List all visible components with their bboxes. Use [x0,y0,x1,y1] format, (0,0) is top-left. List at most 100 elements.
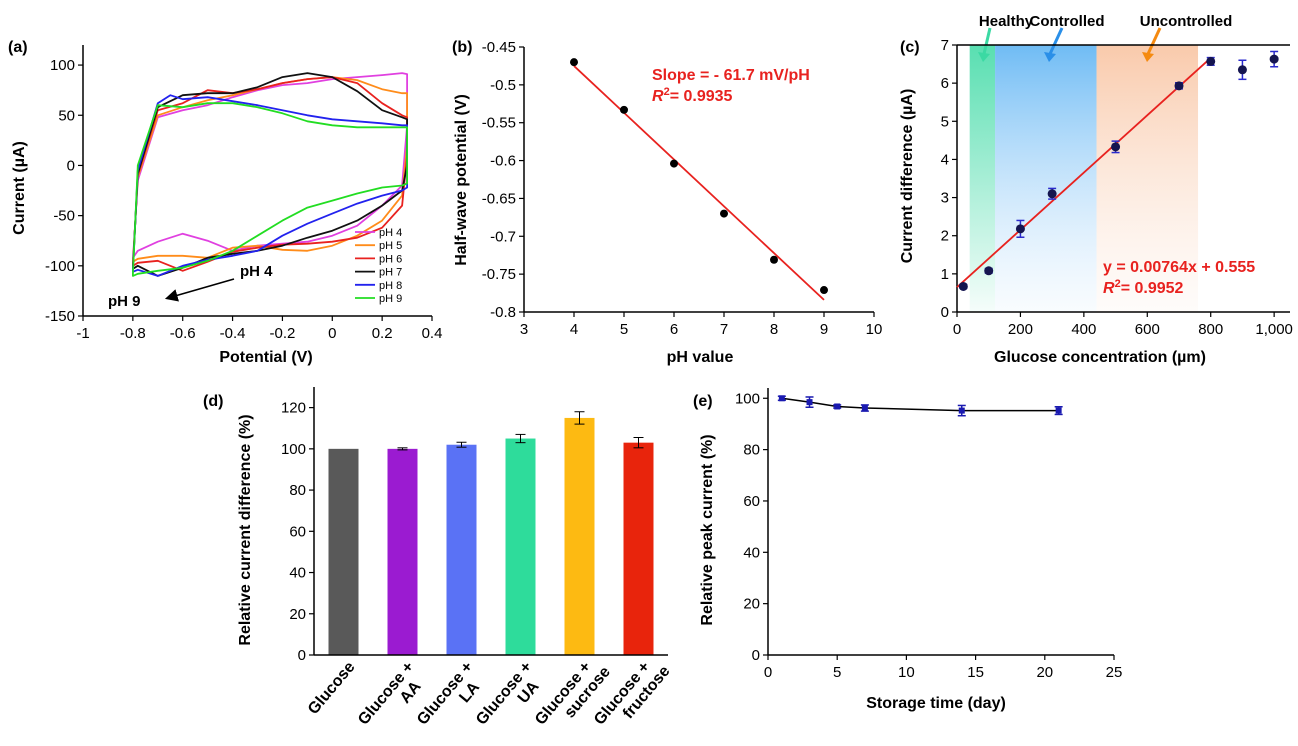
legend-label-ph5: pH 5 [379,240,402,252]
panel-c-ytick-label: 5 [941,113,949,130]
panel-e-xtick-label: 15 [967,664,984,681]
panel-a-annotation-ph4: pH 4 [240,263,273,280]
panel-b-label: (b) [452,39,472,56]
legend-label-ph4: pH 4 [379,227,402,239]
panel-e-data-point [834,403,841,410]
region-arrow-head-uncontrolled [1142,52,1154,62]
panel-e-data-point [861,405,868,412]
panel-d-ytick-label: 0 [298,647,306,664]
panel-b-xtick-label: 8 [770,321,778,338]
panel-b-ytick-label: -0.5 [490,77,516,94]
panel-a-ytick-label: 100 [50,57,75,74]
panel-d-ytick-label: 60 [289,523,306,540]
panel-c-xtick-label: 1,000 [1255,321,1293,338]
panel-d-category-label: Glucose +LA [414,659,490,740]
panel-c-data-point [958,281,968,291]
panel-e-ylabel: Relative peak current (%) [699,434,716,625]
panel-c-xlabel: Glucose concentration (µm) [994,349,1206,366]
panel-b-ylabel: Half-wave potential (V) [453,94,470,266]
panel-e-xtick-label: 10 [898,664,915,681]
panel-b-xtick-label: 4 [570,321,578,338]
panel-c-r2-annotation: R2= 0.9952 [1103,278,1184,297]
panel-d-ytick-label: 120 [281,400,306,417]
panel-c-data-point [1269,54,1279,64]
panel-e-ytick-label: 60 [743,493,760,510]
panel-d-category-label: Glucose +fructose [591,651,673,740]
panel-d-bar [387,448,418,655]
panel-b-xtick-label: 7 [720,321,728,338]
panel-b-data-point [770,255,778,264]
panel-c-xtick-label: 400 [1071,321,1096,338]
panel-a-xtick-label: 0 [328,325,336,342]
panel-e-ytick-label: 20 [743,596,760,613]
panel-b-data-point [820,286,828,295]
panel-c-ytick-label: 2 [941,228,949,245]
panel-a-label: (a) [8,39,28,56]
panel-c-ytick-label: 3 [941,190,949,207]
panel-c-ytick-label: 1 [941,266,949,283]
panel-c-data-point [1174,81,1184,91]
panel-e-ytick-label: 40 [743,544,760,561]
panel-b-xtick-label: 5 [620,321,628,338]
panel-c-data-point [1047,189,1057,199]
panel-d-ylabel: Relative current difference (%) [237,414,254,645]
panel-a-ytick-label: -50 [53,208,75,225]
panel-e-xtick-label: 0 [764,664,772,681]
panel-d-category-label: Glucose +AA [355,659,431,740]
panel-c-label: (c) [900,39,920,56]
panel-a-ylabel: Current (µA) [11,141,28,235]
panel-b-ytick-label: -0.7 [490,228,516,245]
panel-b-xlabel: pH value [667,349,734,366]
panel-e-data-point [1055,407,1062,414]
panel-a-axes: -1 -0.8 -0.6 -0.4 -0.2 0 0.2 0.4 -150 -100 -50 0 50 1… [45,45,442,342]
panel-b-ytick-label: -0.8 [490,304,516,321]
region-label-controlled: Controlled [1030,13,1105,30]
panel-c-ytick-label: 0 [941,304,949,321]
panel-b-data-point [620,105,628,114]
panel-c-xtick-label: 200 [1008,321,1033,338]
panel-e: (e) 0 5 10 15 20 25 0 20 40 60 80 100 Storage time … [693,388,1122,712]
panel-a-annotation-ph9: pH 9 [108,293,141,310]
panel-b-fit-line [573,65,825,301]
panel-b-xtick-label: 10 [866,321,883,338]
panel-a-xtick-label: -0.4 [220,325,246,342]
panel-e-xtick-label: 5 [833,664,841,681]
region-arrow-healthy [982,27,992,55]
legend-label-ph7: pH 7 [379,267,402,279]
panel-a-xtick-label: 0.2 [372,325,393,342]
region-label-uncontrolled: Uncontrolled [1140,13,1233,30]
legend-label-ph9: pH 9 [379,293,402,305]
panel-c-plot: 0 200 400 600 800 1,000 0 1 2 3 4 5 6 7 [941,37,1293,338]
panel-d-bar [446,444,477,655]
panel-a-ytick-label: -150 [45,308,75,325]
cv-curve-ph9 [132,102,408,277]
panel-e-label: (e) [693,393,713,410]
panel-e-data-point [958,407,965,414]
panel-d-ytick-label: 20 [289,606,306,623]
panel-d-ytick-label: 80 [289,482,306,499]
panel-d-bar [328,448,359,655]
panel-a-arrow [164,278,235,302]
panel-c-xtick-label: 0 [953,321,961,338]
panel-c-fit-line [956,57,1212,288]
panel-d-bar [564,417,595,655]
panel-a-ytick-label: -100 [45,258,75,275]
panel-e-data-point [806,399,813,406]
panel-a-ytick-label: 50 [58,107,75,124]
panel-e-ytick-label: 80 [743,442,760,459]
panel-d-category-line1: Glucose [305,659,359,718]
panel-e-data-point [778,395,785,402]
region-arrow-uncontrolled [1146,27,1162,55]
region-arrow-head-healthy [978,52,990,62]
panel-a-ytick-label: 0 [67,157,75,174]
panel-b-slope-annotation: Slope = - 61.7 mV/pH [652,67,810,84]
region-arrow-controlled [1048,27,1064,55]
panel-a-xtick-label: 0.4 [422,325,443,342]
legend-label-ph6: pH 6 [379,253,402,265]
panel-c-ytick-label: 4 [941,151,949,168]
panel-b-xtick-label: 3 [520,321,528,338]
panel-b-ytick-label: -0.45 [482,39,516,56]
